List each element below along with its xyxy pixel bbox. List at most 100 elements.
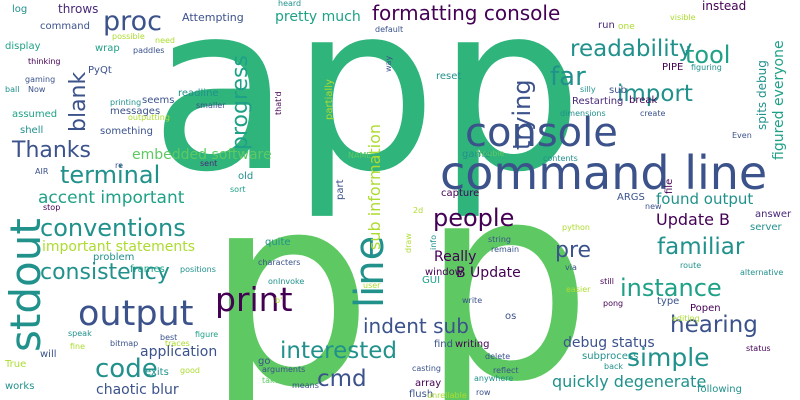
word-unreliable: unreliable: [427, 391, 467, 400]
word-oninvoke: onInvoke: [268, 277, 305, 286]
word-even: Even: [732, 131, 752, 140]
word-partially: partially: [324, 79, 335, 120]
word-works: works: [5, 381, 35, 392]
word-application: application: [140, 344, 218, 360]
word-smaller: smaller: [196, 101, 226, 110]
word-code: code: [95, 354, 158, 384]
word-back: back: [604, 362, 624, 371]
word-log: log: [12, 4, 28, 15]
word-instead: instead: [702, 0, 747, 13]
word-will: will: [40, 349, 57, 360]
word-hearing: hearing: [670, 312, 758, 338]
word-string: string: [488, 235, 511, 244]
word-via: via: [565, 263, 577, 272]
word-popen: Popen: [690, 303, 721, 314]
word-following: following: [697, 384, 742, 395]
word-attempting: Attempting: [182, 11, 244, 24]
word-important-statements: important statements: [42, 239, 195, 255]
word-command: command: [40, 21, 90, 32]
word-restarting: Restarting: [572, 96, 624, 107]
word-row: row: [476, 388, 491, 397]
word-takes: takes: [262, 376, 284, 385]
word-progress: progress: [228, 55, 253, 150]
word-print: print: [215, 280, 293, 319]
word-contents: contents: [543, 154, 578, 163]
word-dimensions: dimensions: [560, 109, 606, 118]
word-frames: frames: [130, 264, 165, 275]
word-seems: seems: [142, 95, 175, 106]
word-need: need: [155, 36, 175, 45]
word-assumed: assumed: [12, 109, 58, 120]
word-wrap: wrap: [95, 43, 120, 54]
word-terminal: terminal: [60, 161, 161, 189]
word-p: p: [205, 138, 374, 400]
word-subprocess: subprocess: [582, 351, 639, 362]
word-re: re: [115, 161, 124, 170]
word-reset: reset: [436, 71, 462, 82]
word-problem: problem: [93, 252, 135, 263]
word-trying: trying: [508, 79, 536, 150]
word-readline: readline: [178, 88, 219, 99]
word-easier: easier: [566, 285, 591, 294]
word-thinking: thinking: [28, 57, 61, 66]
word-gaming: gaming: [25, 75, 56, 84]
word-traces: traces: [165, 339, 190, 348]
word-write: write: [462, 296, 483, 305]
word-sub-information: sub information: [365, 123, 384, 250]
word-console: console: [465, 110, 618, 156]
word-display: display: [5, 41, 41, 52]
word-quickly-degenerate: quickly degenerate: [552, 372, 707, 391]
word-route: route: [680, 261, 702, 270]
word-one: one: [618, 22, 635, 32]
word-anywhere: anywhere: [474, 374, 514, 383]
word-embedded-software: embedded software: [132, 147, 272, 163]
word-array: array: [415, 378, 442, 389]
word-formatting-console: formatting console: [372, 1, 561, 25]
word-air: AIR: [35, 167, 49, 176]
word-now: Now: [28, 85, 46, 94]
word-shell: shell: [20, 125, 44, 136]
word-flush: flush: [409, 389, 434, 400]
word-heard: heard: [278, 0, 302, 8]
word-possible: possible: [112, 32, 145, 41]
word-throws: throws: [58, 2, 99, 16]
word-cmd: cmd: [317, 366, 367, 392]
word-best: best: [160, 333, 178, 342]
word-p: p: [420, 126, 593, 400]
word-b-update: B Update: [456, 265, 521, 281]
word-instance: instance: [620, 274, 722, 302]
word-far: far: [550, 62, 586, 92]
word-part: part: [335, 179, 346, 200]
word-visible: visible: [670, 13, 696, 22]
word-gui: GUI: [422, 275, 441, 286]
word-that-d: that'd: [274, 91, 283, 115]
word-blank: blank: [66, 71, 91, 132]
word-exits: exits: [145, 367, 169, 378]
word-chaotic-blur: chaotic blur: [96, 382, 179, 398]
word-printing: printing: [110, 98, 142, 107]
word-found-output: found output: [656, 190, 754, 208]
word-ball: ball: [5, 85, 20, 94]
word-fine: fine: [70, 342, 86, 351]
word-alternative: alternative: [740, 268, 784, 277]
word-pong: pong: [603, 299, 624, 308]
word-readability: readability: [570, 36, 693, 62]
word-output: output: [78, 294, 194, 334]
word-window: window: [425, 267, 463, 278]
word-pipe: PIPE: [662, 62, 684, 73]
word-debug-status: debug status: [563, 335, 655, 351]
word-python: python: [562, 223, 590, 232]
word-conventions: conventions: [40, 214, 186, 242]
word-characters: characters: [258, 258, 301, 267]
word-speak: speak: [68, 329, 92, 338]
word-means: means: [292, 381, 319, 390]
word-update-b: Update B: [656, 210, 731, 229]
word-bitmap: bitmap: [110, 339, 139, 348]
word-writing: writing: [455, 339, 490, 350]
word-capture: capture: [441, 188, 480, 199]
word-simple: simple: [627, 343, 710, 372]
word-tool: tool: [685, 41, 731, 69]
word-really: Really: [434, 249, 477, 265]
word-pretty-much: pretty much: [275, 9, 361, 25]
